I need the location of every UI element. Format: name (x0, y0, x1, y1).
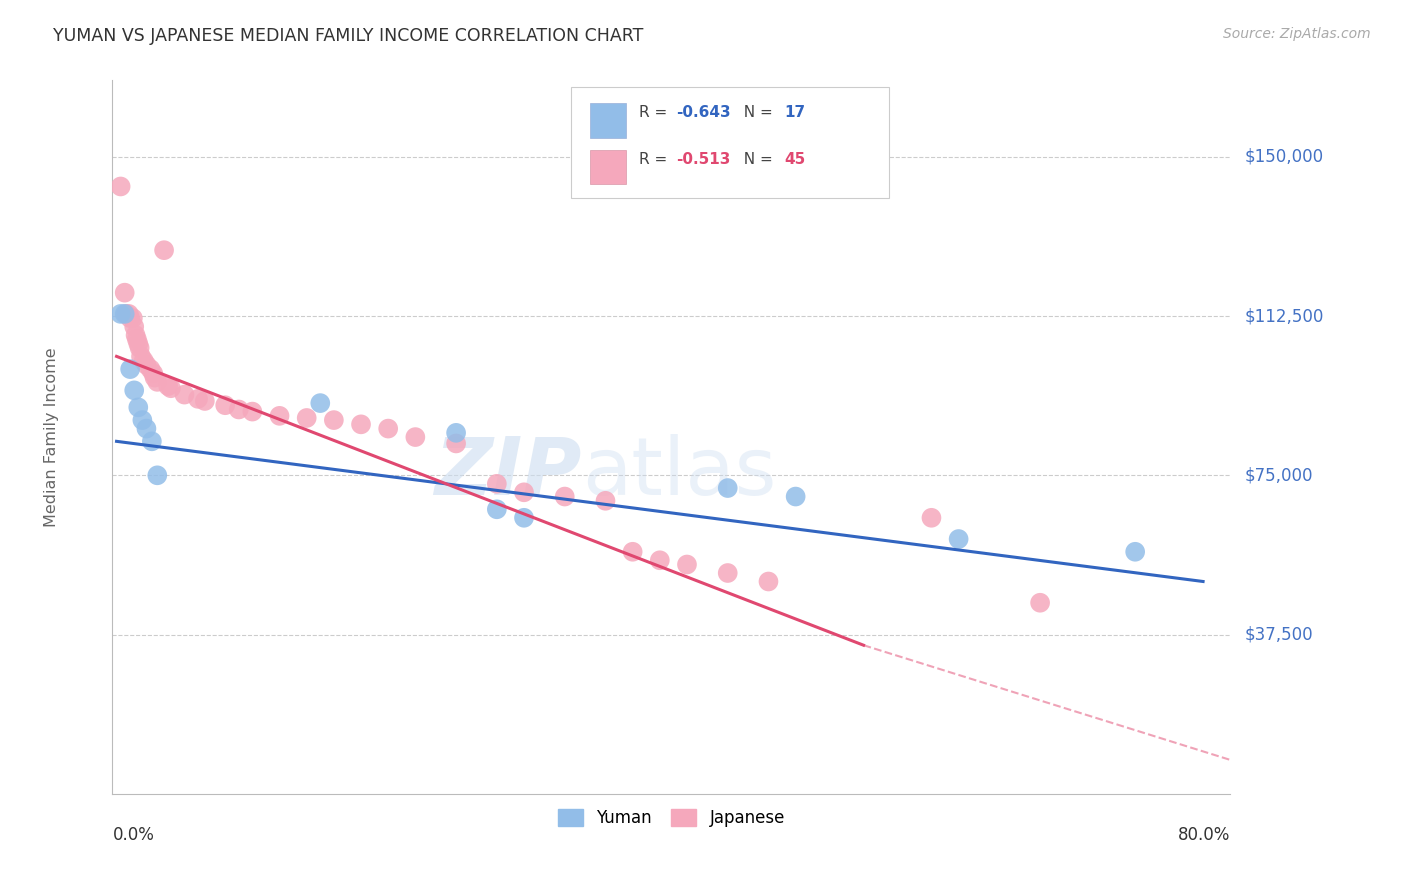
Text: YUMAN VS JAPANESE MEDIAN FAMILY INCOME CORRELATION CHART: YUMAN VS JAPANESE MEDIAN FAMILY INCOME C… (53, 27, 644, 45)
Point (187, 392, 209, 406)
Text: R =: R = (638, 105, 672, 120)
Point (120, 362, 142, 376)
Point (404, 430, 426, 444)
Text: Source: ZipAtlas.com: Source: ZipAtlas.com (1223, 27, 1371, 41)
Point (322, 413, 344, 427)
FancyBboxPatch shape (589, 103, 626, 137)
Point (717, 481, 740, 495)
Point (948, 532, 970, 546)
Text: -0.513: -0.513 (676, 152, 730, 167)
Point (228, 402, 250, 417)
Point (758, 574, 780, 589)
Point (240, 404, 263, 418)
Point (128, 341, 150, 355)
Point (444, 425, 467, 440)
Text: N =: N = (734, 152, 778, 167)
Point (676, 558, 699, 572)
Point (121, 311, 143, 326)
Point (146, 468, 169, 483)
Point (153, 243, 176, 257)
Legend: Yuman, Japanese: Yuman, Japanese (550, 801, 793, 836)
Text: 0.0%: 0.0% (112, 826, 155, 844)
Text: $112,500: $112,500 (1244, 307, 1323, 325)
Text: $150,000: $150,000 (1244, 148, 1323, 166)
Point (485, 502, 508, 516)
Text: $37,500: $37,500 (1244, 625, 1313, 644)
Point (350, 417, 373, 432)
Point (1123, 545, 1146, 559)
Text: -0.643: -0.643 (676, 105, 731, 120)
Text: atlas: atlas (582, 434, 776, 512)
FancyBboxPatch shape (589, 150, 626, 184)
Point (377, 421, 399, 435)
Point (920, 510, 942, 524)
Point (114, 285, 136, 300)
Point (143, 370, 166, 384)
Point (110, 307, 132, 321)
Text: 45: 45 (785, 152, 806, 167)
Point (1029, 596, 1052, 610)
Point (115, 307, 138, 321)
Point (124, 328, 146, 343)
Point (269, 409, 291, 423)
Point (173, 387, 195, 401)
Point (485, 476, 508, 491)
Point (110, 179, 132, 194)
Point (157, 379, 180, 393)
Point (160, 381, 183, 395)
Point (513, 485, 536, 500)
Point (118, 307, 141, 321)
Point (132, 353, 155, 368)
Point (717, 566, 740, 580)
FancyBboxPatch shape (571, 87, 890, 198)
Text: N =: N = (734, 105, 778, 120)
Text: ZIP: ZIP (434, 434, 582, 512)
Point (141, 434, 163, 449)
Point (785, 490, 807, 504)
Point (129, 350, 152, 364)
Point (131, 413, 153, 427)
Point (595, 493, 617, 508)
Point (194, 394, 217, 409)
Text: Median Family Income: Median Family Income (44, 347, 59, 527)
Point (122, 384, 145, 398)
Point (127, 336, 149, 351)
Text: $75,000: $75,000 (1244, 467, 1313, 484)
Point (621, 545, 644, 559)
Text: 80.0%: 80.0% (1178, 826, 1230, 844)
Point (146, 375, 169, 389)
Point (122, 319, 145, 334)
Text: R =: R = (638, 152, 672, 167)
Point (125, 332, 148, 346)
Point (127, 401, 149, 415)
Point (554, 490, 576, 504)
Point (142, 367, 165, 381)
Point (139, 362, 162, 376)
Point (295, 411, 318, 425)
Point (214, 398, 236, 412)
Point (444, 436, 467, 450)
Point (309, 396, 332, 410)
Point (114, 307, 136, 321)
Point (135, 358, 157, 372)
Point (135, 421, 157, 435)
Point (513, 510, 536, 524)
Point (648, 553, 671, 567)
Text: 17: 17 (785, 105, 806, 120)
Point (120, 311, 142, 326)
